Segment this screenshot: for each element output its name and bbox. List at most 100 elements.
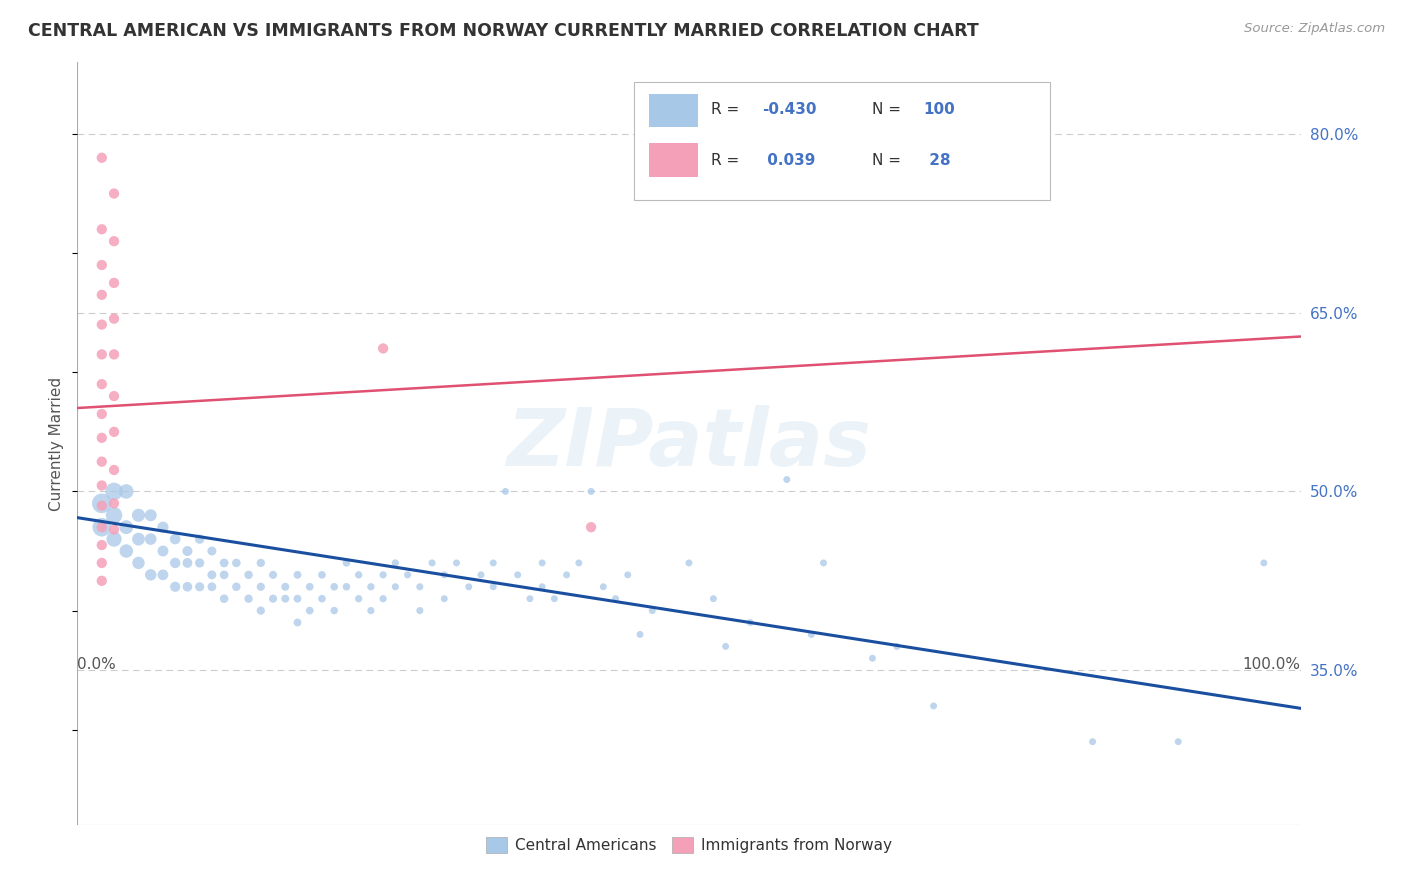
FancyBboxPatch shape xyxy=(648,94,697,128)
Point xyxy=(335,556,357,570)
Point xyxy=(298,580,321,594)
Point xyxy=(605,591,627,606)
Point xyxy=(347,591,370,606)
Point xyxy=(201,567,224,582)
Point xyxy=(103,484,125,499)
Point xyxy=(188,532,211,546)
Point xyxy=(287,567,309,582)
Point xyxy=(813,556,835,570)
Point xyxy=(323,580,346,594)
Point xyxy=(592,580,614,594)
Point xyxy=(579,484,602,499)
Point xyxy=(90,347,112,361)
Text: N =: N = xyxy=(873,153,907,168)
Point xyxy=(482,556,505,570)
Point xyxy=(776,473,799,487)
Point xyxy=(238,567,260,582)
Point xyxy=(165,532,187,546)
Point xyxy=(90,431,112,445)
Point xyxy=(360,580,382,594)
Y-axis label: Currently Married: Currently Married xyxy=(49,376,65,511)
Text: N =: N = xyxy=(873,103,907,117)
Text: Source: ZipAtlas.com: Source: ZipAtlas.com xyxy=(1244,22,1385,36)
Point xyxy=(152,520,174,534)
Point xyxy=(90,478,112,492)
Point xyxy=(1081,734,1104,748)
Point xyxy=(238,591,260,606)
Point xyxy=(384,556,406,570)
Point xyxy=(420,556,443,570)
Point xyxy=(176,580,198,594)
Point xyxy=(127,532,149,546)
Text: -0.430: -0.430 xyxy=(762,103,817,117)
Point xyxy=(506,567,529,582)
Point xyxy=(115,484,138,499)
Point xyxy=(678,556,700,570)
Legend: Central Americans, Immigrants from Norway: Central Americans, Immigrants from Norwa… xyxy=(479,831,898,859)
Point xyxy=(371,591,394,606)
Point xyxy=(409,580,432,594)
Point xyxy=(384,580,406,594)
Point xyxy=(274,591,297,606)
Point xyxy=(495,484,517,499)
Point xyxy=(90,222,112,236)
Point xyxy=(212,567,235,582)
Point xyxy=(139,508,162,523)
Point xyxy=(90,455,112,469)
Point xyxy=(298,604,321,618)
Point xyxy=(225,580,247,594)
Point xyxy=(103,463,125,477)
Point xyxy=(165,580,187,594)
Point xyxy=(115,520,138,534)
Point xyxy=(446,556,468,570)
Point xyxy=(287,591,309,606)
Point xyxy=(641,604,664,618)
Point xyxy=(274,580,297,594)
Point xyxy=(1253,556,1275,570)
Point xyxy=(311,591,333,606)
Point xyxy=(103,389,125,403)
FancyBboxPatch shape xyxy=(634,81,1050,200)
Point xyxy=(470,567,492,582)
Point xyxy=(90,499,112,513)
Point xyxy=(139,567,162,582)
Point xyxy=(262,591,284,606)
Point xyxy=(103,496,125,510)
Point xyxy=(90,520,112,534)
Point xyxy=(103,532,125,546)
Point xyxy=(212,591,235,606)
Point xyxy=(250,604,273,618)
Point xyxy=(176,544,198,558)
Text: 0.039: 0.039 xyxy=(762,153,815,168)
Point xyxy=(90,377,112,392)
Point xyxy=(335,580,357,594)
Point xyxy=(433,567,456,582)
Point xyxy=(103,234,125,248)
Point xyxy=(90,496,112,510)
Point xyxy=(287,615,309,630)
Point xyxy=(152,544,174,558)
Point xyxy=(579,520,602,534)
Point xyxy=(800,627,823,641)
Point xyxy=(139,532,162,546)
Point xyxy=(457,580,479,594)
Point xyxy=(531,556,554,570)
Point xyxy=(152,567,174,582)
Point xyxy=(90,258,112,272)
Point xyxy=(127,556,149,570)
Point xyxy=(103,311,125,326)
Point xyxy=(702,591,724,606)
Point xyxy=(543,591,565,606)
Text: 28: 28 xyxy=(924,153,950,168)
Point xyxy=(212,556,235,570)
Point xyxy=(188,580,211,594)
Point xyxy=(714,640,737,654)
Point xyxy=(103,425,125,439)
Point xyxy=(201,544,224,558)
Point xyxy=(115,544,138,558)
Text: ZIPatlas: ZIPatlas xyxy=(506,405,872,483)
Point xyxy=(165,556,187,570)
Point xyxy=(103,276,125,290)
Point xyxy=(90,538,112,552)
Text: R =: R = xyxy=(711,153,744,168)
